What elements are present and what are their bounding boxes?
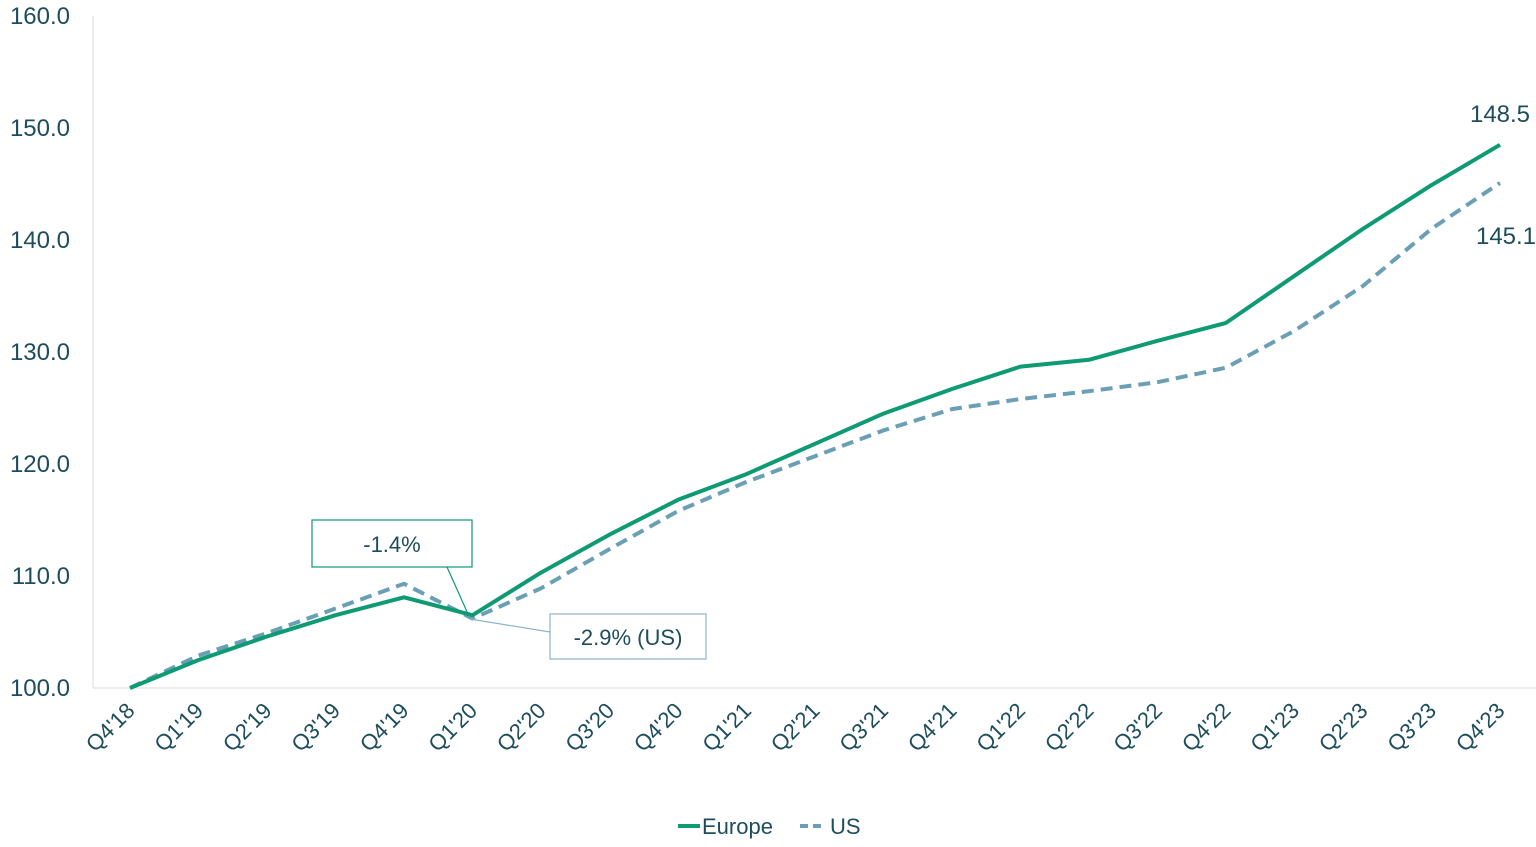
callout-us-pointer	[469, 618, 551, 633]
x-axis: Q4'18 Q1'19 Q2'19 Q3'19 Q4'19 Q1'20 Q2'20 Q3'20…	[81, 687, 1536, 757]
x-tick-label: Q4'21	[903, 698, 962, 757]
x-tick-label: Q2'21	[766, 698, 825, 757]
y-tick-label: 150.0	[10, 115, 70, 142]
x-tick-label: Q4'23	[1451, 698, 1510, 757]
callout-europe-pointer	[446, 566, 469, 615]
x-tick-label: Q3'23	[1382, 698, 1441, 757]
x-tick-label: Q2'23	[1314, 698, 1373, 757]
callout-us-dip: -2.9% (US)	[469, 613, 707, 660]
end-label-us: 145.1	[1476, 223, 1536, 250]
legend-europe-label: Europe	[702, 814, 773, 839]
x-tick-label: Q1'20	[423, 698, 482, 757]
x-tick-label: Q3'20	[560, 698, 619, 757]
y-tick-label: 100.0	[10, 675, 70, 702]
y-tick-label: 140.0	[10, 227, 70, 254]
x-tick-label: Q2'22	[1040, 698, 1099, 757]
x-tick-label: Q2'20	[492, 698, 551, 757]
callout-europe-dip: -1.4%	[311, 519, 473, 615]
x-tick-label: Q1'21	[697, 698, 756, 757]
x-tick-label: Q1'22	[971, 698, 1030, 757]
x-tick-label: Q4'19	[355, 698, 414, 757]
y-tick-label: 130.0	[10, 339, 70, 366]
callout-europe-box	[311, 519, 473, 568]
series-layer	[129, 143, 1502, 690]
x-tick-label: Q4'18	[81, 698, 140, 757]
y-tick-label: 120.0	[10, 451, 70, 478]
x-tick-label: Q1'19	[149, 698, 208, 757]
y-tick-label: 110.0	[12, 563, 70, 590]
series-line-europe	[129, 143, 1502, 690]
x-tick-label: Q3'19	[286, 698, 345, 757]
x-tick-label: Q3'21	[834, 698, 893, 757]
callout-us-text: -2.9% (US)	[574, 625, 683, 650]
legend: Europe US	[678, 814, 861, 839]
end-label-europe: 148.5	[1470, 101, 1530, 128]
callout-europe-text: -1.4%	[363, 532, 420, 557]
x-tick-label: Q4'20	[629, 698, 688, 757]
series-line-us	[129, 181, 1502, 690]
x-tick-label: Q4'22	[1177, 698, 1236, 757]
y-axis: 100.0 110.0 120.0 130.0 140.0 150.0 160.0	[10, 3, 94, 702]
legend-us-label: US	[830, 814, 861, 839]
x-tick-label: Q3'22	[1108, 698, 1167, 757]
x-tick-label: Q2'19	[218, 698, 277, 757]
y-tick-label: 160.0	[10, 3, 70, 30]
callout-us-box	[549, 613, 707, 660]
x-tick-label: Q1'23	[1245, 698, 1304, 757]
